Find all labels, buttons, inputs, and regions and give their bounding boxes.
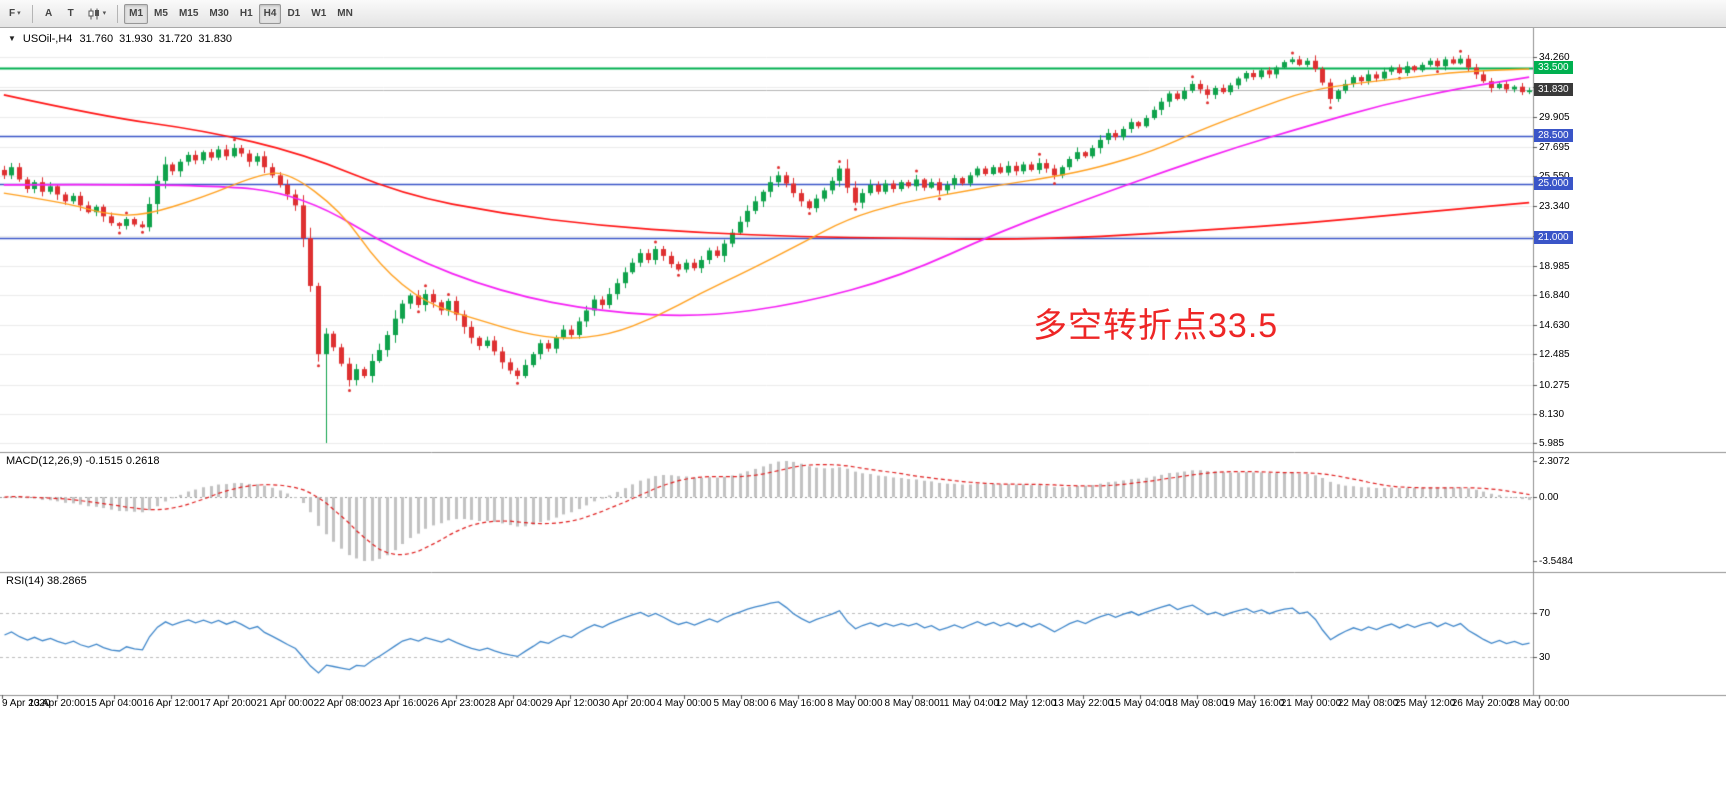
- timeframe-button-H4[interactable]: H4: [258, 3, 282, 24]
- file-menu-button[interactable]: F ▾: [4, 4, 26, 24]
- chart-canvas[interactable]: [0, 28, 1726, 712]
- timeframe-button-H1[interactable]: H1: [235, 4, 258, 24]
- toolbar: F ▾ A T ▾ M1 M5 M15 M30 H1 H4 D1 W1 MN: [0, 0, 1726, 28]
- text-tool-button[interactable]: T: [61, 4, 81, 24]
- chevron-down-icon: ▾: [17, 10, 21, 17]
- timeframe-button-M15[interactable]: M15: [174, 4, 203, 24]
- chart-type-button[interactable]: ▾: [83, 4, 112, 24]
- timeframe-button-M30[interactable]: M30: [204, 4, 233, 24]
- file-menu-label: F: [9, 8, 16, 19]
- annotate-tool-button[interactable]: A: [39, 4, 59, 24]
- timeframe-button-W1[interactable]: W1: [306, 4, 331, 24]
- toolbar-separator: [31, 4, 33, 23]
- timeframe-button-M5[interactable]: M5: [149, 4, 173, 24]
- chevron-down-icon: ▾: [102, 10, 107, 17]
- timeframe-button-D1[interactable]: D1: [282, 4, 305, 24]
- candlestick-chart-icon: [88, 8, 99, 19]
- toolbar-separator: [117, 4, 119, 23]
- timeframe-group: M1 M5 M15 M30 H1 H4 D1 W1 MN: [124, 3, 358, 24]
- timeframe-button-M1[interactable]: M1: [124, 3, 149, 24]
- timeframe-button-MN[interactable]: MN: [332, 4, 358, 24]
